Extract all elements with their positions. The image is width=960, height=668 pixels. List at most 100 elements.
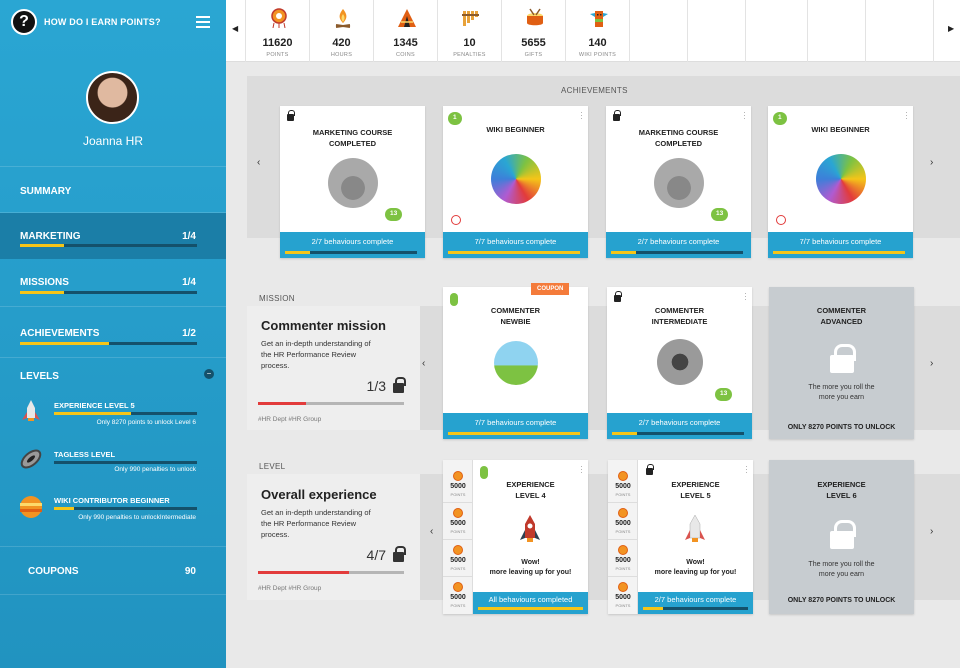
card-footer-text: 2/7 behaviours complete	[638, 418, 721, 427]
points-label: POINTS	[450, 492, 466, 497]
ship-icon	[654, 158, 704, 208]
achievements-prev-button[interactable]: ‹	[257, 157, 261, 168]
hamburger-icon[interactable]	[196, 16, 210, 28]
more-options-icon[interactable]: · · ·	[580, 461, 583, 477]
badge-value: 13	[390, 210, 398, 217]
unlock-badge: 1	[773, 112, 787, 125]
achievement-card[interactable]: · · · MARKETING COURSE COMPLETED 13 2/7 be…	[606, 106, 751, 258]
more-options-icon[interactable]: · · ·	[905, 107, 908, 123]
level-tags: #HR Dept #HR Group	[258, 585, 322, 592]
level-fraction: 4/7	[366, 547, 386, 563]
more-options-icon[interactable]: · · ·	[745, 461, 748, 477]
reset-icon[interactable]	[776, 215, 786, 225]
card-message: Wow!	[521, 559, 540, 566]
achievement-card[interactable]: 1 · · · WIKI BEGINNER 7/7 behaviours compl…	[443, 106, 588, 258]
stat-penalties: 10 PENALTIES	[438, 0, 502, 62]
wave-icon	[816, 154, 866, 204]
achievement-card[interactable]: MARKETING COURSE COMPLETED 13 2/7 behavi…	[280, 106, 425, 258]
divider	[0, 212, 226, 213]
points-label: POINTS	[615, 529, 631, 534]
card-footer: 7/7 behaviours complete	[443, 232, 588, 258]
nav-levels-label: LEVELS	[20, 371, 59, 382]
nav-marketing-active[interactable]	[0, 213, 226, 259]
drum-icon	[527, 8, 543, 26]
help-icon[interactable]: ?	[11, 9, 37, 35]
mission-description: Get an in-depth understanding of the HR …	[261, 339, 371, 370]
divider	[0, 546, 226, 547]
stat-label: HOURS	[330, 52, 353, 58]
unlock-icon	[450, 293, 458, 306]
achievements-next-button[interactable]: ›	[930, 157, 934, 168]
points-column[interactable]: 5000 POINTS 5000 POINTS 5000 POINTS 5000 POI…	[443, 460, 473, 614]
nav-achievements-label: ACHIEVEMENTS	[20, 328, 100, 339]
card-message: more leaving up for you!	[489, 569, 572, 576]
wave-icon	[491, 154, 541, 204]
unlock-count-badge: 13	[715, 388, 733, 401]
mission-heading: MISSION	[259, 294, 295, 303]
level-card[interactable]: 5000 POINTS 5000 POINTS 5000 POINTS 5000 POI…	[608, 460, 753, 614]
nav-missions-label: MISSIONS	[20, 277, 69, 288]
stat-wiki-points: 140 WIKI POINTS	[566, 0, 630, 62]
level-description: Get an in-depth understanding of the HR …	[261, 508, 371, 539]
help-header[interactable]: ? HOW DO I EARN POINTS?	[0, 0, 226, 44]
mission-card[interactable]: · · · COMMENTER INTERMEDIATE 13 2/7 behavi…	[607, 287, 752, 439]
collapse-icon[interactable]: −	[204, 369, 214, 379]
card-title: LEVEL 5	[680, 491, 711, 500]
points-value: 5000	[615, 520, 631, 527]
locked-level-card[interactable]: EXPERIENCE LEVEL 6 The more you roll the…	[769, 460, 914, 614]
campfire-icon	[335, 9, 351, 28]
stats-scroll-right[interactable]: ▶	[940, 0, 960, 62]
medal-icon	[618, 471, 628, 481]
avatar[interactable]	[86, 71, 139, 124]
level-progress	[54, 461, 197, 464]
locked-text: The more you roll the	[808, 561, 875, 568]
points-item: 5000 POINTS	[443, 577, 473, 614]
divider	[0, 306, 226, 307]
stats-scroll-left[interactable]: ◀	[226, 0, 246, 62]
medal-icon	[618, 582, 628, 592]
locked-text: more you earn	[818, 394, 865, 401]
card-title: COMMENTER	[654, 306, 705, 315]
points-column[interactable]: 5000 POINTS 5000 POINTS 5000 POINTS 5000 POI…	[608, 460, 638, 614]
more-options-icon[interactable]: · · ·	[580, 107, 583, 123]
mission-card[interactable]: COUPON COMMENTER NEWBIE 7/7 behaviours c…	[443, 283, 588, 439]
stat-hours: 420 HOURS	[310, 0, 374, 62]
help-link[interactable]: HOW DO I EARN POINTS?	[44, 17, 161, 27]
card-footer: All behaviours completed	[473, 592, 588, 614]
card-title: LEVEL 6	[826, 491, 857, 500]
more-options-icon[interactable]: · · ·	[743, 107, 746, 123]
mission-prev-button[interactable]: ‹	[422, 358, 426, 369]
level-progress	[54, 412, 197, 415]
level-card[interactable]: 5000 POINTS 5000 POINTS 5000 POINTS 5000 POI…	[443, 460, 588, 614]
points-item: 5000 POINTS	[608, 577, 638, 614]
marketing-progress	[20, 244, 197, 247]
stat-label: POINTS	[266, 52, 289, 58]
more-options-icon[interactable]: · · ·	[744, 288, 747, 304]
points-item: 5000 POINTS	[443, 466, 473, 503]
achievements-progress	[20, 342, 197, 345]
mission-progress	[258, 402, 404, 405]
badge-value: 13	[716, 210, 724, 217]
level-next-button[interactable]: ›	[930, 526, 934, 537]
card-progress	[448, 432, 580, 435]
stats-bar: ◀ 11620 POINTS 420 HOURS 1345 COINS 10 P…	[226, 0, 960, 62]
mission-fraction: 1/3	[366, 378, 386, 394]
points-label: POINTS	[615, 492, 631, 497]
locked-mission-card[interactable]: COMMENTER ADVANCED The more you roll the…	[769, 287, 914, 439]
card-footer-text: 7/7 behaviours complete	[474, 237, 557, 246]
stat-value: 140	[588, 37, 607, 49]
arrow-right-icon: ▶	[948, 24, 955, 33]
ship-icon	[328, 158, 378, 208]
level-title: Overall experience	[261, 487, 377, 502]
stat-label: GIFTS	[524, 52, 543, 58]
level-prev-button[interactable]: ‹	[430, 526, 434, 537]
reset-icon[interactable]	[451, 215, 461, 225]
achievement-card[interactable]: 1 · · · WIKI BEGINNER 7/7 behaviours compl…	[768, 106, 913, 258]
level-sub: Only 8270 points to unlock Level 6	[96, 419, 196, 426]
mission-next-button[interactable]: ›	[930, 358, 934, 369]
points-label: POINTS	[450, 529, 466, 534]
card-footer: 7/7 behaviours complete	[443, 413, 588, 439]
card-title: MARKETING COURSE	[312, 128, 393, 137]
card-title: COMMENTER	[816, 306, 867, 315]
level-sub: Only 990 penalties to unlock	[114, 466, 196, 473]
